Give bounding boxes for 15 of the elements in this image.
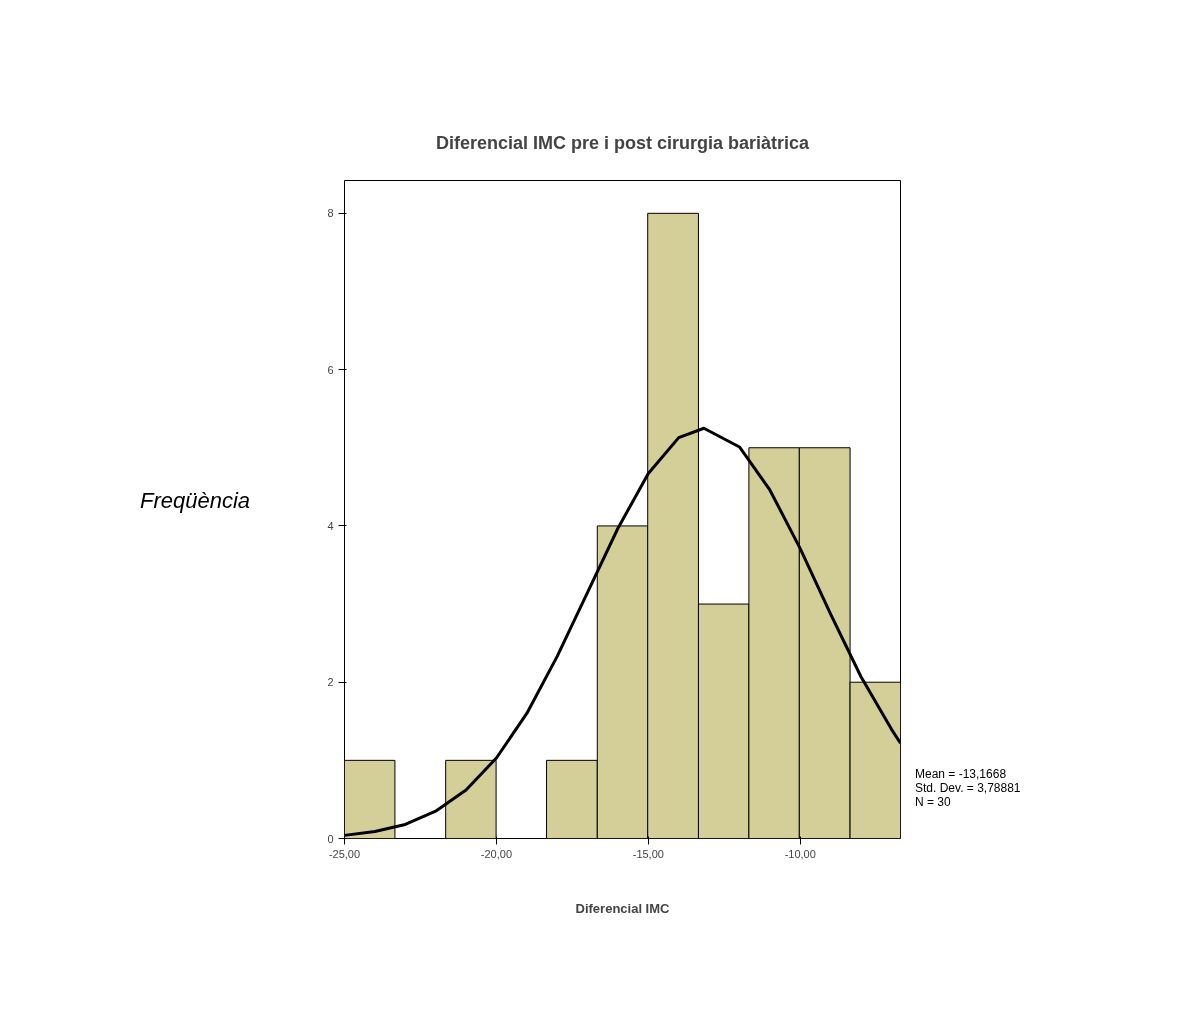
x-tick-label: -15,00 xyxy=(632,847,664,860)
text: Mean = -13,1668 xyxy=(915,767,1007,781)
x-tick-label: -25,00 xyxy=(328,847,361,860)
text: Std. Dev. = 3,78881 xyxy=(915,781,1021,795)
y-axis-title: Freqüència xyxy=(140,487,251,515)
x-tick-label: -10,00 xyxy=(784,847,816,860)
y-tick-label: 4 xyxy=(327,519,334,532)
y-tick-label: 6 xyxy=(327,363,334,376)
x-tick-label: -20,00 xyxy=(480,847,513,860)
y-tick-label: 8 xyxy=(327,207,334,220)
text: N = 30 xyxy=(915,795,951,809)
y-tick-label: 2 xyxy=(327,676,334,689)
chart-title: Diferencial IMC pre i post cirurgia bariàtrica xyxy=(435,133,811,153)
x-axis-title: Diferencial IMC xyxy=(575,900,671,916)
y-tick-label: 0 xyxy=(327,832,334,845)
